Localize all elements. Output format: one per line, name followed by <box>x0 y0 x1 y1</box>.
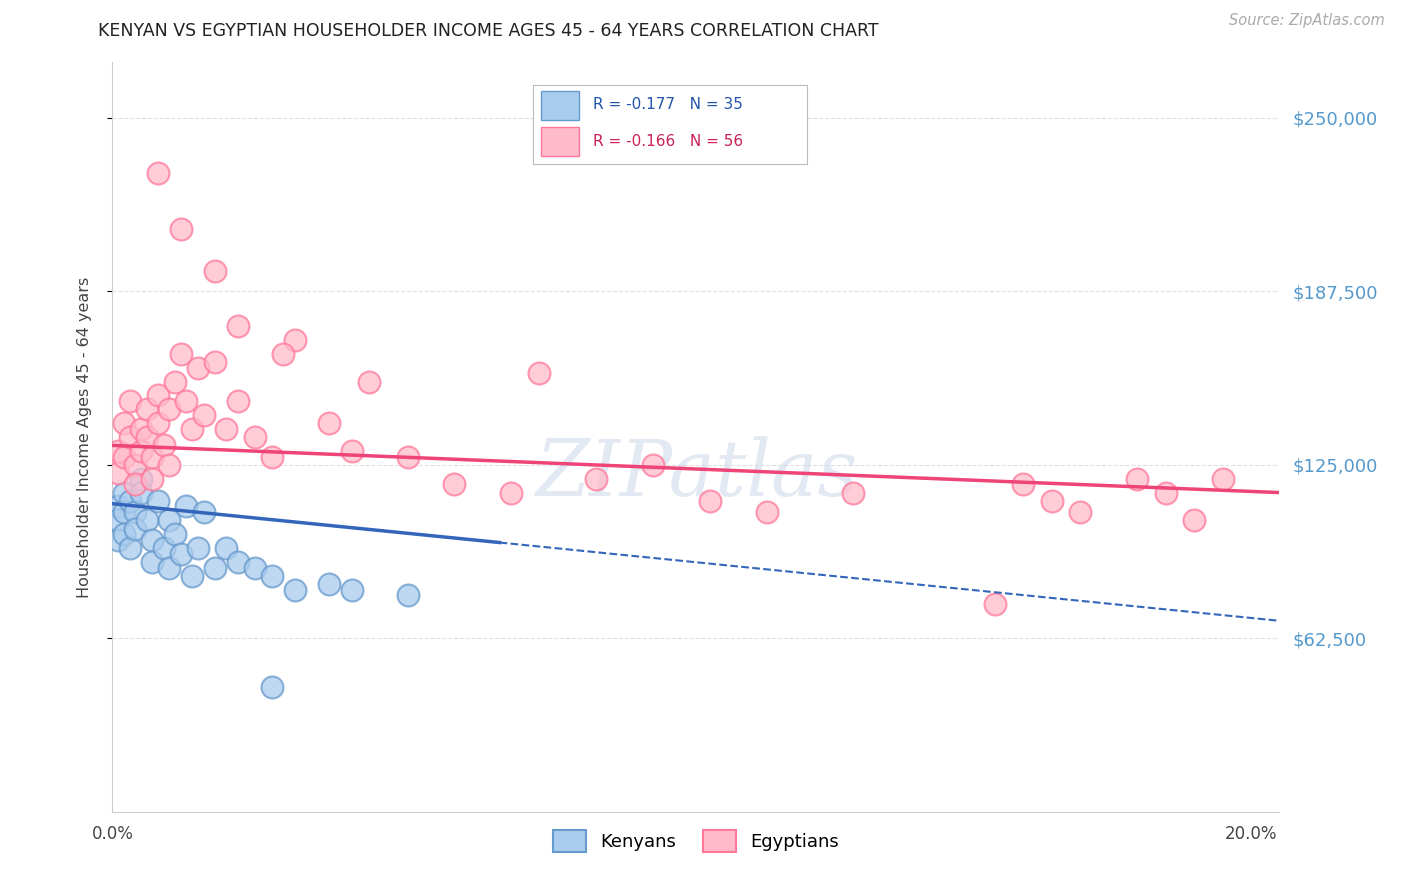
Point <box>318 416 340 430</box>
Point <box>112 527 135 541</box>
Point <box>112 505 135 519</box>
Point <box>129 444 152 458</box>
Point <box>135 513 157 527</box>
Point <box>284 582 307 597</box>
Point <box>124 477 146 491</box>
Point <box>204 560 226 574</box>
Point <box>135 402 157 417</box>
Point <box>165 375 187 389</box>
Legend: Kenyans, Egyptians: Kenyans, Egyptians <box>546 822 846 859</box>
Point <box>157 513 180 527</box>
Point <box>181 569 204 583</box>
Point <box>215 541 238 555</box>
Point <box>1154 485 1177 500</box>
Point <box>152 541 174 555</box>
Point <box>204 355 226 369</box>
Point <box>1182 513 1205 527</box>
Point <box>141 533 163 547</box>
Point <box>443 477 465 491</box>
Point <box>1212 472 1234 486</box>
Point <box>129 472 152 486</box>
Point <box>841 485 863 500</box>
Point <box>243 430 266 444</box>
Point <box>146 494 169 508</box>
Point <box>204 263 226 277</box>
Point <box>124 505 146 519</box>
Text: Source: ZipAtlas.com: Source: ZipAtlas.com <box>1229 13 1385 29</box>
Point <box>152 438 174 452</box>
Point <box>146 388 169 402</box>
Point <box>165 527 187 541</box>
Point <box>170 547 193 561</box>
Point <box>124 458 146 472</box>
Point <box>1069 505 1091 519</box>
Point <box>1012 477 1035 491</box>
Point <box>118 494 141 508</box>
Point <box>112 485 135 500</box>
Point <box>157 402 180 417</box>
Point <box>107 466 129 480</box>
Point <box>284 333 307 347</box>
Point <box>107 533 129 547</box>
Point <box>112 450 135 464</box>
Point <box>107 444 129 458</box>
Point <box>129 422 152 436</box>
Point <box>699 494 721 508</box>
Point <box>529 366 551 380</box>
Point <box>124 522 146 536</box>
Point <box>176 394 198 409</box>
Point <box>193 505 215 519</box>
Point <box>398 450 420 464</box>
Point <box>193 408 215 422</box>
Point <box>226 319 249 334</box>
Point <box>243 560 266 574</box>
Point <box>118 430 141 444</box>
Point <box>176 500 198 514</box>
Point <box>187 541 209 555</box>
Point <box>984 597 1007 611</box>
Point <box>1126 472 1149 486</box>
Point <box>181 422 204 436</box>
Point <box>340 582 363 597</box>
Point <box>135 430 157 444</box>
Point <box>260 680 283 694</box>
Point <box>112 416 135 430</box>
Point <box>643 458 665 472</box>
Point <box>340 444 363 458</box>
Point <box>129 485 152 500</box>
Text: ZIPatlas: ZIPatlas <box>534 436 858 513</box>
Point <box>1040 494 1063 508</box>
Point <box>107 513 129 527</box>
Point <box>170 347 193 361</box>
Point <box>318 577 340 591</box>
Point <box>357 375 380 389</box>
Text: KENYAN VS EGYPTIAN HOUSEHOLDER INCOME AGES 45 - 64 YEARS CORRELATION CHART: KENYAN VS EGYPTIAN HOUSEHOLDER INCOME AG… <box>98 22 879 40</box>
Point <box>499 485 522 500</box>
Point <box>187 360 209 375</box>
Point <box>118 541 141 555</box>
Point <box>141 450 163 464</box>
Point <box>107 500 129 514</box>
Point <box>226 555 249 569</box>
Point <box>146 416 169 430</box>
Point <box>398 588 420 602</box>
Point <box>260 450 283 464</box>
Point <box>141 555 163 569</box>
Point <box>756 505 779 519</box>
Point <box>170 222 193 236</box>
Point <box>215 422 238 436</box>
Point <box>260 569 283 583</box>
Point <box>271 347 294 361</box>
Point <box>118 394 141 409</box>
Point <box>146 166 169 180</box>
Point <box>157 560 180 574</box>
Point <box>141 472 163 486</box>
Point <box>585 472 607 486</box>
Point <box>226 394 249 409</box>
Y-axis label: Householder Income Ages 45 - 64 years: Householder Income Ages 45 - 64 years <box>77 277 91 598</box>
Point <box>157 458 180 472</box>
